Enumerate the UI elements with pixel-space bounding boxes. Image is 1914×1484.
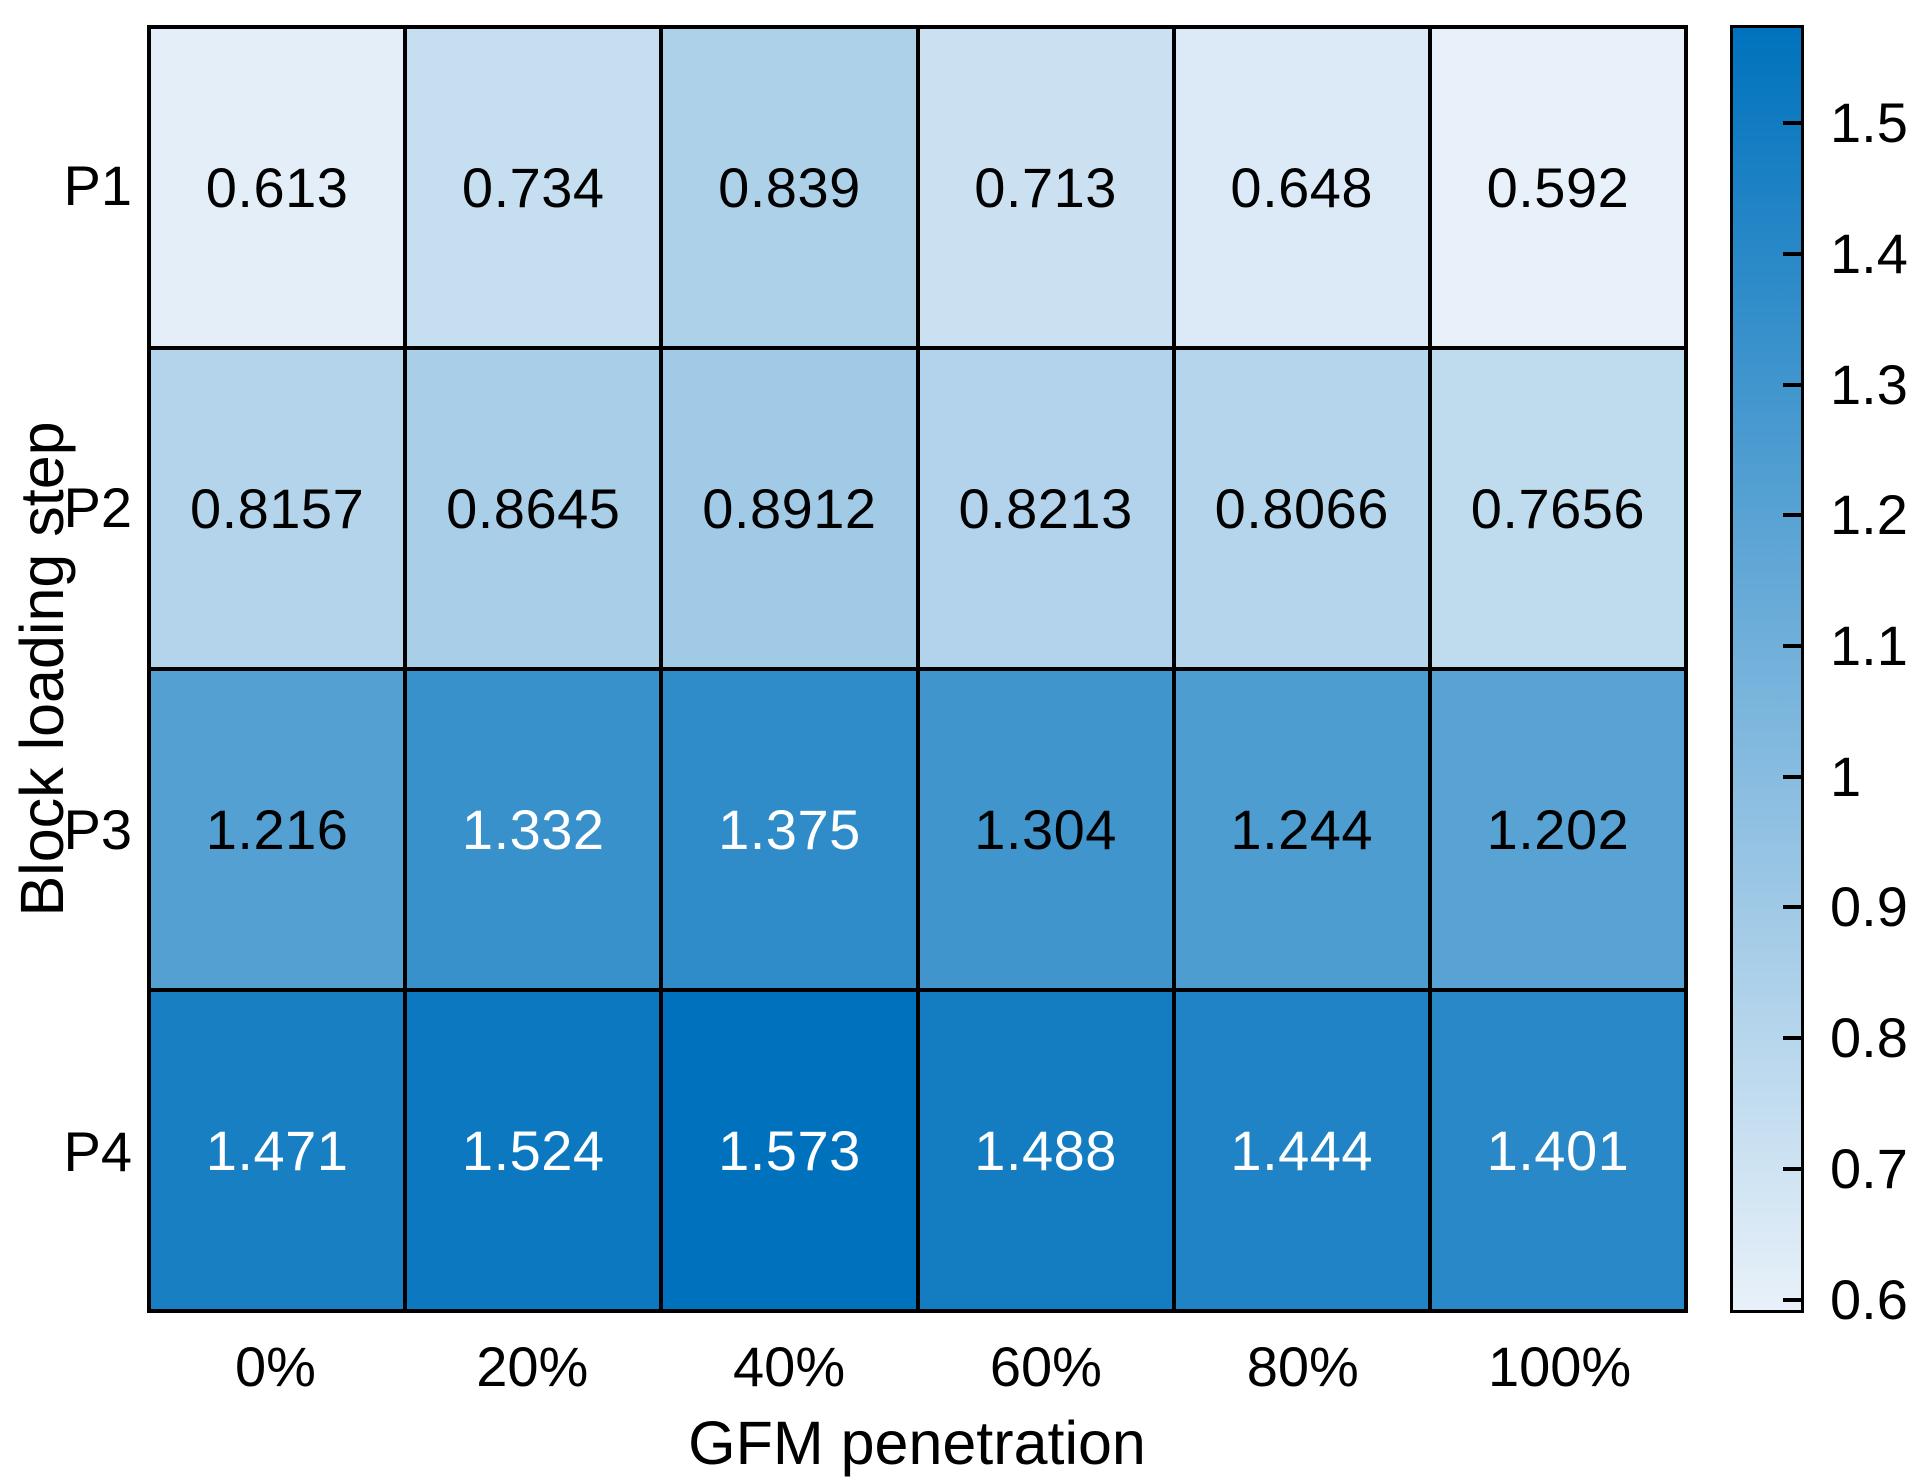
- colorbar: [1730, 25, 1804, 1313]
- heatmap-cell-P3-20%: 1.332: [407, 671, 660, 988]
- x-tick-label-100%: 100%: [1487, 1335, 1632, 1398]
- colorbar-tick-label-1.2: 1.2: [1830, 483, 1908, 547]
- heatmap-cell-P2-0%: 0.8157: [151, 350, 404, 667]
- colorbar-tick-1.3: [1783, 382, 1801, 387]
- colorbar-tick-label-1.1: 1.1: [1830, 614, 1908, 678]
- colorbar-tick-label-0.8: 0.8: [1830, 1006, 1908, 1070]
- colorbar-tick-1: [1783, 774, 1801, 779]
- colorbar-tick-label-1.5: 1.5: [1830, 91, 1908, 155]
- heatmap-cell-P4-20%: 1.524: [407, 992, 660, 1309]
- colorbar-tick-1.2: [1783, 513, 1801, 518]
- colorbar-tick-0.9: [1783, 905, 1801, 910]
- colorbar-tick-label-1.3: 1.3: [1830, 352, 1908, 416]
- colorbar-tick-label-0.7: 0.7: [1830, 1136, 1908, 1200]
- colorbar-tick-label-1: 1: [1830, 744, 1862, 808]
- heatmap-cell-P4-80%: 1.444: [1175, 992, 1428, 1309]
- heatmap-cell-P2-80%: 0.8066: [1175, 350, 1428, 667]
- x-tick-label-20%: 20%: [476, 1335, 589, 1398]
- colorbar-tick-label-0.9: 0.9: [1830, 875, 1908, 939]
- colorbar-tick-1.4: [1783, 252, 1801, 257]
- heatmap-cell-P1-20%: 0.734: [407, 29, 660, 346]
- heatmap-cell-P1-80%: 0.648: [1175, 29, 1428, 346]
- colorbar-tick-0.6: [1783, 1297, 1801, 1302]
- heatmap-cell-P1-100%: 0.592: [1431, 29, 1684, 346]
- heatmap-cell-P4-60%: 1.488: [919, 992, 1172, 1309]
- heatmap-cell-P2-40%: 0.8912: [663, 350, 916, 667]
- heatmap-cell-P4-40%: 1.573: [663, 992, 916, 1309]
- x-axis-title: GFM penetration: [688, 1409, 1146, 1477]
- colorbar-tick-label-0.6: 0.6: [1830, 1267, 1908, 1331]
- heatmap-cell-P3-80%: 1.244: [1175, 671, 1428, 988]
- y-tick-label-P2: P2: [63, 476, 133, 539]
- x-tick-label-60%: 60%: [989, 1335, 1102, 1398]
- y-tick-label-P4: P4: [63, 1120, 133, 1183]
- x-tick-label-40%: 40%: [733, 1335, 846, 1398]
- heatmap-cell-P1-60%: 0.713: [919, 29, 1172, 346]
- y-tick-label-P3: P3: [63, 798, 133, 861]
- colorbar-tick-label-1.4: 1.4: [1830, 222, 1908, 286]
- heatmap-cell-P4-0%: 1.471: [151, 992, 404, 1309]
- heatmap-cell-P3-40%: 1.375: [663, 671, 916, 988]
- colorbar-tick-1.1: [1783, 644, 1801, 649]
- heatmap-cell-P2-100%: 0.7656: [1431, 350, 1684, 667]
- colorbar-tick-0.8: [1783, 1036, 1801, 1041]
- colorbar-tick-0.7: [1783, 1166, 1801, 1171]
- heatmap-cell-P3-60%: 1.304: [919, 671, 1172, 988]
- heatmap-cell-P1-0%: 0.613: [151, 29, 404, 346]
- heatmap-cell-P4-100%: 1.401: [1431, 992, 1684, 1309]
- heatmap-cell-P3-100%: 1.202: [1431, 671, 1684, 988]
- x-tick-label-0%: 0%: [234, 1335, 316, 1398]
- heatmap-cell-P1-40%: 0.839: [663, 29, 916, 346]
- y-tick-label-P1: P1: [63, 154, 133, 217]
- heatmap-cell-P2-20%: 0.8645: [407, 350, 660, 667]
- heatmap-cell-P3-0%: 1.216: [151, 671, 404, 988]
- heatmap-cell-P2-60%: 0.8213: [919, 350, 1172, 667]
- x-tick-label-80%: 80%: [1246, 1335, 1359, 1398]
- heatmap-grid: 0.613 0.734 0.839 0.713 0.648 0.592 0.8157 0.86…: [147, 25, 1688, 1313]
- colorbar-tick-1.5: [1783, 121, 1801, 126]
